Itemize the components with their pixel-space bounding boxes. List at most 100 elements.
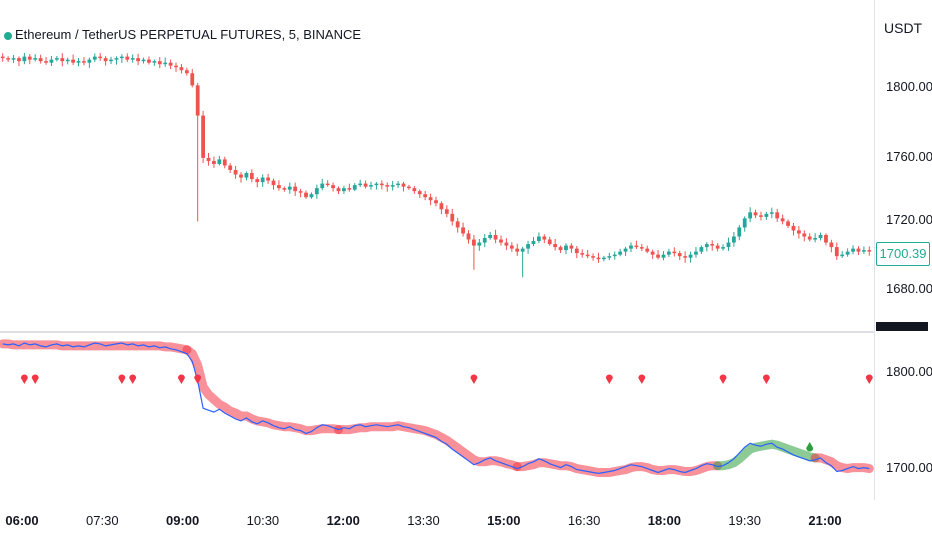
candle-body xyxy=(358,183,363,186)
candle-body xyxy=(764,213,769,217)
time-tick: 13:30 xyxy=(407,513,440,528)
candle-body xyxy=(407,186,411,189)
candle-body xyxy=(347,188,352,190)
candle-body xyxy=(130,58,135,60)
indicator-band-red xyxy=(334,421,522,472)
indicator-layer xyxy=(0,339,874,477)
candle-body xyxy=(580,253,585,255)
candle-body xyxy=(201,115,206,158)
sell-signal-marker xyxy=(20,374,28,384)
candle-body xyxy=(141,59,146,62)
current-price-badge: 1700.39 xyxy=(876,242,930,266)
candles-layer xyxy=(0,52,872,278)
sell-signal-marker xyxy=(129,374,137,384)
currency-label[interactable]: USDT xyxy=(884,20,923,36)
candle-body xyxy=(125,56,130,60)
time-tick: 16:30 xyxy=(567,513,601,528)
candle-body xyxy=(472,239,476,246)
candle-body xyxy=(331,185,335,189)
candle-body xyxy=(119,56,124,59)
candle-body xyxy=(547,239,552,245)
candle-body xyxy=(515,248,520,252)
candle-body xyxy=(71,59,76,63)
candle-body xyxy=(710,244,715,246)
candle-body xyxy=(683,256,688,258)
candle-body xyxy=(840,254,845,257)
price-tick: 1800.00 xyxy=(886,79,932,94)
candle-body xyxy=(450,213,455,222)
candle-body xyxy=(92,56,97,60)
candle-body xyxy=(249,173,254,180)
candle-body xyxy=(309,194,314,198)
candle-body xyxy=(607,256,612,258)
candle-body xyxy=(596,257,601,260)
candle-body xyxy=(759,215,763,217)
candle-body xyxy=(342,188,346,192)
candle-body xyxy=(304,192,308,198)
candle-body xyxy=(293,186,298,192)
candle-body xyxy=(731,236,736,243)
candle-body xyxy=(488,235,493,239)
candle-body xyxy=(612,254,617,257)
candle-body xyxy=(244,173,249,178)
time-tick: 09:00 xyxy=(165,513,200,528)
candle-body xyxy=(163,62,168,65)
candle-body xyxy=(499,239,503,243)
candle-body xyxy=(813,238,818,240)
pane-separator[interactable] xyxy=(0,331,874,333)
candle-body xyxy=(867,250,872,252)
candle-body xyxy=(428,197,433,201)
candle-body xyxy=(401,183,406,187)
candle-body xyxy=(629,245,633,249)
candle-body xyxy=(634,245,639,248)
candle-body xyxy=(255,179,260,183)
candle-body xyxy=(271,180,276,186)
candle-body xyxy=(260,177,265,183)
time-tick: 18:00 xyxy=(647,513,682,528)
sell-signal-marker xyxy=(118,374,126,384)
price-tick: 1760.00 xyxy=(886,149,932,164)
candle-body xyxy=(818,235,823,239)
candle-body xyxy=(602,257,606,260)
candle-body xyxy=(325,183,330,186)
candle-body xyxy=(537,236,541,242)
market-status-icon xyxy=(4,31,12,40)
candle-body xyxy=(786,221,790,226)
candle-body xyxy=(585,254,590,257)
time-tick: 06:00 xyxy=(5,513,39,528)
candle-body xyxy=(694,251,698,255)
candle-body xyxy=(282,188,287,190)
candle-body xyxy=(352,185,357,190)
candle-body xyxy=(103,58,108,62)
candle-body xyxy=(152,61,157,63)
sell-signal-marker xyxy=(470,374,478,384)
candle-body xyxy=(618,251,623,255)
candle-body xyxy=(239,174,243,178)
candle-body xyxy=(396,183,400,186)
candle-body xyxy=(114,58,119,60)
candle-body xyxy=(266,177,270,181)
indicator-tick: 1700.00 xyxy=(886,460,932,475)
candle-body xyxy=(553,244,558,248)
candle-body xyxy=(542,236,547,240)
candle-body xyxy=(829,242,834,248)
candle-body xyxy=(493,235,498,240)
candle-body xyxy=(87,59,92,63)
candle-body xyxy=(455,221,460,228)
candle-body xyxy=(569,245,574,249)
candle-body xyxy=(461,227,465,234)
candle-body xyxy=(737,227,742,237)
candle-body xyxy=(661,254,666,258)
pane-resize-handle[interactable] xyxy=(876,322,928,331)
candle-body xyxy=(645,248,650,252)
candle-body xyxy=(320,183,325,189)
time-tick: 07:30 xyxy=(86,513,119,528)
candle-body xyxy=(38,58,43,62)
sell-signal-marker xyxy=(865,374,873,384)
candle-body xyxy=(504,242,509,246)
candle-body xyxy=(157,61,162,65)
candle-body xyxy=(769,212,774,214)
sell-signal-marker xyxy=(762,374,770,384)
candle-body xyxy=(791,225,796,231)
